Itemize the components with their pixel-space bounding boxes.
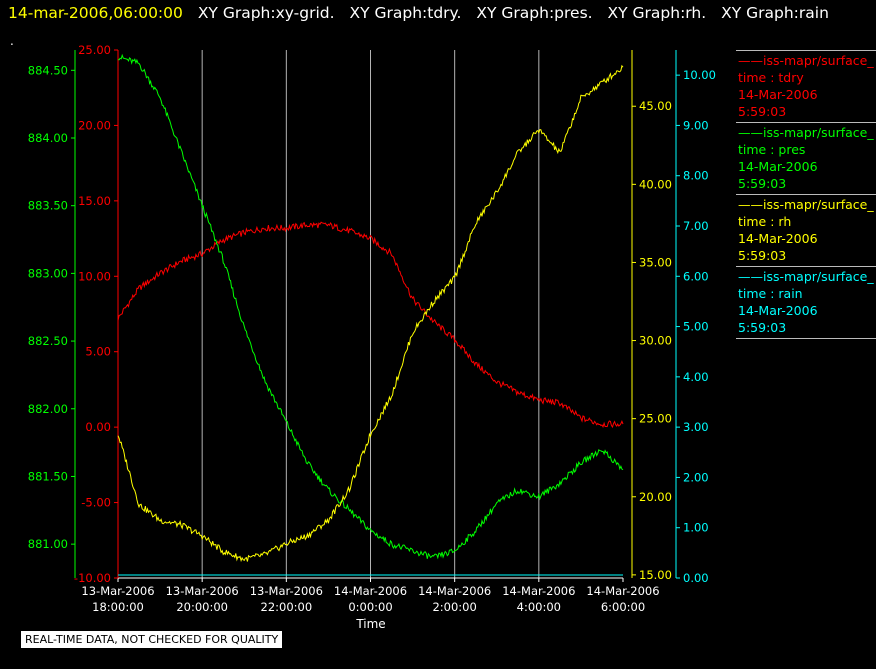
- legend-source: ——iss-mapr/surface_: [738, 196, 876, 213]
- x-tick-label-date: 13-Mar-2006: [81, 584, 154, 598]
- x-tick-label-date: 14-Mar-2006: [586, 584, 659, 598]
- header-timestamp: 14-mar-2006,06:00:00: [8, 4, 183, 22]
- legend-bottom-divider: [736, 338, 876, 339]
- rain-tick-label: 8.00: [683, 169, 709, 183]
- x-tick-label-time: 0:00:00: [348, 600, 392, 614]
- x-tick-label-date: 14-Mar-2006: [418, 584, 491, 598]
- pres-tick-label: 884.50: [28, 63, 68, 77]
- x-tick-label-date: 14-Mar-2006: [334, 584, 407, 598]
- legend-source: ——iss-mapr/surface_: [738, 52, 876, 69]
- tdry-tick-label: 0.00: [85, 420, 111, 434]
- legend-source: ——iss-mapr/surface_: [738, 268, 876, 285]
- legend-date: 14-Mar-2006: [738, 159, 818, 174]
- tdry-tick-label: 10.00: [78, 269, 111, 283]
- rh-tick-label: 30.00: [639, 334, 672, 348]
- legend-field: time : tdry: [738, 70, 804, 85]
- axes: 13-Mar-2006 18:00:00 13-Mar-2006 20:00:00 13…: [28, 43, 716, 614]
- tdry-tick-label: -10.00: [74, 571, 111, 585]
- legend: ——iss-mapr/surface_ time : tdry 14-Mar-200…: [736, 50, 876, 339]
- legend-line-swatch: ——: [738, 197, 763, 212]
- dot-mark: .: [10, 34, 14, 48]
- rain-tick-label: 1.00: [683, 521, 709, 535]
- rh-tick-label: 40.00: [639, 177, 672, 191]
- header-graph-rh[interactable]: XY Graph:rh.: [607, 4, 707, 22]
- x-tick-label-time: 20:00:00: [176, 600, 228, 614]
- rh-tick-label: 20.00: [639, 490, 672, 504]
- legend-field: time : rh: [738, 214, 792, 229]
- tdry-tick-label: 25.00: [78, 43, 111, 57]
- header-graph-rain[interactable]: XY Graph:rain: [721, 4, 829, 22]
- legend-source-text: iss-mapr/surface_: [763, 197, 874, 212]
- x-tick-label-time: 22:00:00: [261, 600, 313, 614]
- rain-tick-label: 6.00: [683, 269, 709, 283]
- legend-source-text: iss-mapr/surface_: [763, 53, 874, 68]
- series-lines: [117, 53, 624, 576]
- tdry-series-line: [117, 221, 624, 429]
- pres-tick-label: 883.50: [28, 199, 68, 213]
- rain-tick-label: 3.00: [683, 420, 709, 434]
- rain-tick-label: 7.00: [683, 219, 709, 233]
- legend-line-swatch: ——: [738, 53, 763, 68]
- legend-source-text: iss-mapr/surface_: [763, 125, 874, 140]
- rh-tick-label: 35.00: [639, 255, 672, 269]
- pres-tick-label: 884.00: [28, 131, 68, 145]
- rain-tick-label: 4.00: [683, 370, 709, 384]
- x-axis-label: Time: [355, 617, 385, 631]
- legend-entry[interactable]: ——iss-mapr/surface_ time : pres 14-Mar-200…: [736, 122, 876, 194]
- rain-tick-label: 9.00: [683, 118, 709, 132]
- graph-header: 14-mar-2006,06:00:00 XY Graph:xy-grid. X…: [8, 4, 829, 22]
- legend-entry[interactable]: ——iss-mapr/surface_ time : tdry 14-Mar-200…: [736, 50, 876, 122]
- rh-tick-label: 45.00: [639, 99, 672, 113]
- header-graph-tdry[interactable]: XY Graph:tdry.: [349, 4, 462, 22]
- pres-series-line: [118, 53, 624, 560]
- legend-line-swatch: ——: [738, 269, 763, 284]
- legend-date: 14-Mar-2006: [738, 87, 818, 102]
- x-tick-label-time: 18:00:00: [92, 600, 144, 614]
- pres-tick-label: 882.50: [28, 334, 68, 348]
- vertical-grid: [201, 50, 540, 578]
- tdry-tick-label: 15.00: [78, 194, 111, 208]
- x-tick-label-time: 6:00:00: [601, 600, 645, 614]
- pres-tick-label: 882.00: [28, 402, 68, 416]
- x-tick-label-time: 2:00:00: [432, 600, 476, 614]
- x-tick-label-date: 14-Mar-2006: [502, 584, 575, 598]
- legend-time: 5:59:03: [738, 104, 787, 119]
- pres-tick-label: 881.50: [28, 469, 68, 483]
- header-graph-xy-grid[interactable]: XY Graph:xy-grid.: [197, 4, 335, 22]
- rain-tick-label: 10.00: [683, 68, 716, 82]
- rain-tick-label: 0.00: [683, 571, 709, 585]
- pres-tick-label: 883.00: [28, 266, 68, 280]
- legend-field: time : pres: [738, 142, 806, 157]
- header-graph-pres[interactable]: XY Graph:pres.: [476, 4, 593, 22]
- pres-tick-label: 881.00: [28, 537, 68, 551]
- rh-tick-label: 15.00: [639, 568, 672, 582]
- rain-tick-label: 2.00: [683, 470, 709, 484]
- rh-series-line: [117, 64, 624, 563]
- quality-notice: REAL-TIME DATA, NOT CHECKED FOR QUALITY: [20, 630, 284, 649]
- legend-field: time : rain: [738, 286, 803, 301]
- legend-source: ——iss-mapr/surface_: [738, 124, 876, 141]
- rh-tick-label: 25.00: [639, 412, 672, 426]
- tdry-tick-label: -5.00: [81, 496, 111, 510]
- legend-source-text: iss-mapr/surface_: [763, 269, 874, 284]
- legend-entry[interactable]: ——iss-mapr/surface_ time : rh 14-Mar-2006 5…: [736, 194, 876, 266]
- tdry-tick-label: 20.00: [78, 118, 111, 132]
- legend-time: 5:59:03: [738, 176, 787, 191]
- legend-date: 14-Mar-2006: [738, 303, 818, 318]
- legend-time: 5:59:03: [738, 248, 787, 263]
- legend-entry[interactable]: ——iss-mapr/surface_ time : rain 14-Mar-200…: [736, 266, 876, 338]
- tdry-tick-label: 5.00: [85, 345, 111, 359]
- legend-line-swatch: ——: [738, 125, 763, 140]
- legend-date: 14-Mar-2006: [738, 231, 818, 246]
- x-tick-label-date: 13-Mar-2006: [166, 584, 239, 598]
- legend-time: 5:59:03: [738, 320, 787, 335]
- x-tick-label-time: 4:00:00: [517, 600, 561, 614]
- x-tick-label-date: 13-Mar-2006: [250, 584, 323, 598]
- rain-tick-label: 5.00: [683, 320, 709, 334]
